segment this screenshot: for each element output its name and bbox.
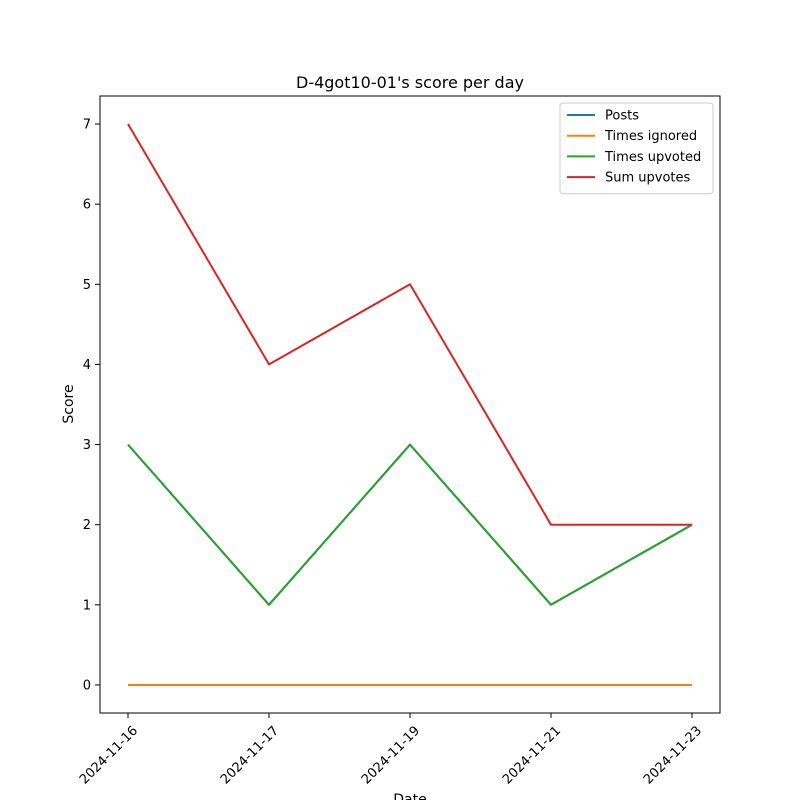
y-tick-label: 6 [83, 198, 91, 213]
series-line-times-upvoted [127, 443, 693, 606]
y-tick-label: 4 [83, 358, 91, 373]
y-tick-label: 1 [83, 598, 91, 613]
legend-label: Posts [605, 109, 639, 124]
y-tick-label: 0 [83, 678, 91, 693]
y-axis: 0 1 2 3 4 5 6 7 [83, 118, 100, 693]
legend-label: Times upvoted [604, 150, 701, 165]
legend: Posts Times ignored Times upvoted Sum upvot… [559, 102, 714, 195]
legend-label: Times ignored [604, 129, 697, 144]
legend-box [559, 102, 714, 195]
series-lines [127, 123, 693, 686]
y-axis-label: Score [61, 384, 77, 423]
x-axis-label: Date [393, 792, 426, 800]
y-tick-label: 5 [83, 278, 91, 293]
series-line-sum-upvotes [127, 123, 692, 526]
y-tick-label: 2 [83, 518, 91, 533]
legend-label: Sum upvotes [605, 171, 691, 186]
y-tick-label: 7 [83, 118, 91, 133]
y-tick-label: 3 [83, 438, 91, 453]
chart-title: D-4got10-01's score per day [296, 73, 524, 92]
